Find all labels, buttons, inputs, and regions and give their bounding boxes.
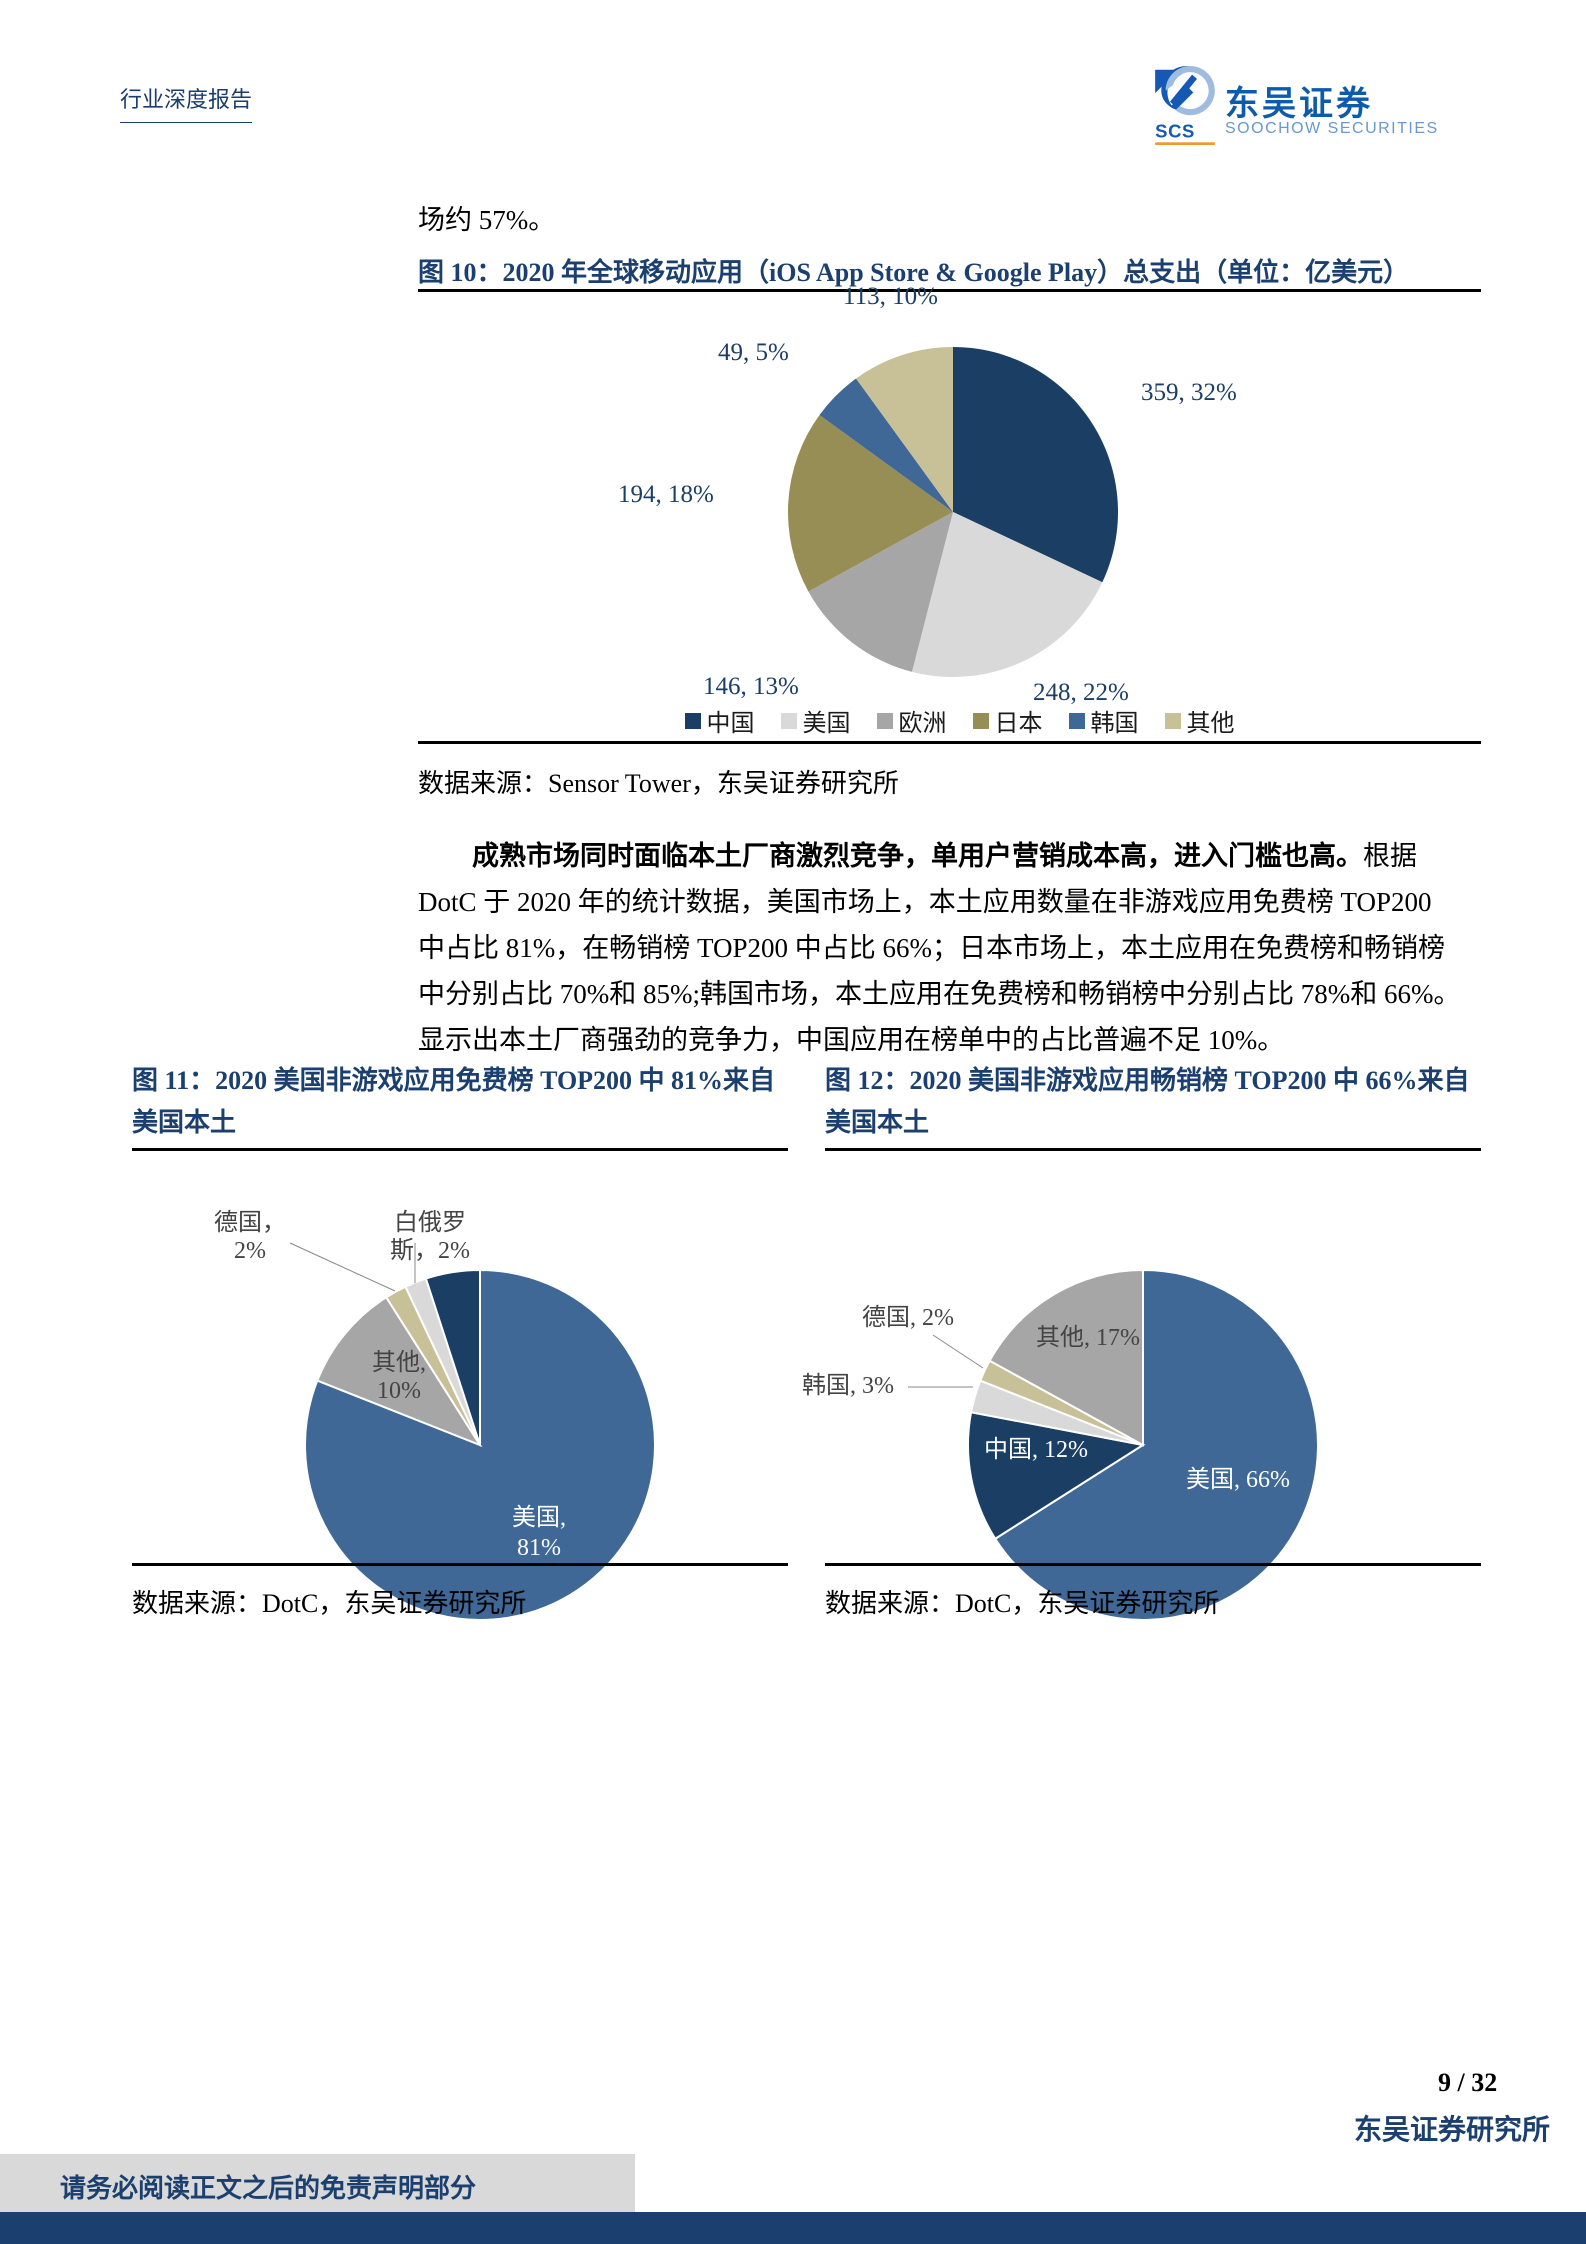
svg-text:10%: 10% <box>377 1378 421 1404</box>
svg-text:81%: 81% <box>517 1535 561 1561</box>
svg-text:SCS: SCS <box>1155 120 1195 141</box>
svg-text:113, 10%: 113, 10% <box>843 283 938 310</box>
svg-text:146, 13%: 146, 13% <box>703 673 799 700</box>
svg-text:2%: 2% <box>234 1238 266 1264</box>
svg-text:248, 22%: 248, 22% <box>1033 679 1129 706</box>
svg-text:49, 5%: 49, 5% <box>718 339 789 366</box>
svg-text:德国，: 德国， <box>214 1209 286 1236</box>
svg-text:美国,: 美国, <box>512 1504 566 1531</box>
svg-text:194, 18%: 194, 18% <box>618 481 714 508</box>
svg-text:斯，2%: 斯，2% <box>390 1237 470 1264</box>
svg-text:白俄罗: 白俄罗 <box>394 1209 466 1236</box>
svg-text:其他, 17%: 其他, 17% <box>1036 1324 1140 1351</box>
svg-text:中国, 12%: 中国, 12% <box>984 1436 1088 1463</box>
svg-text:韩国, 3%: 韩国, 3% <box>802 1372 894 1399</box>
svg-text:美国, 66%: 美国, 66% <box>1186 1466 1290 1493</box>
svg-text:359, 32%: 359, 32% <box>1141 379 1237 406</box>
svg-text:德国, 2%: 德国, 2% <box>862 1304 954 1331</box>
svg-text:其他,: 其他, <box>372 1349 426 1376</box>
